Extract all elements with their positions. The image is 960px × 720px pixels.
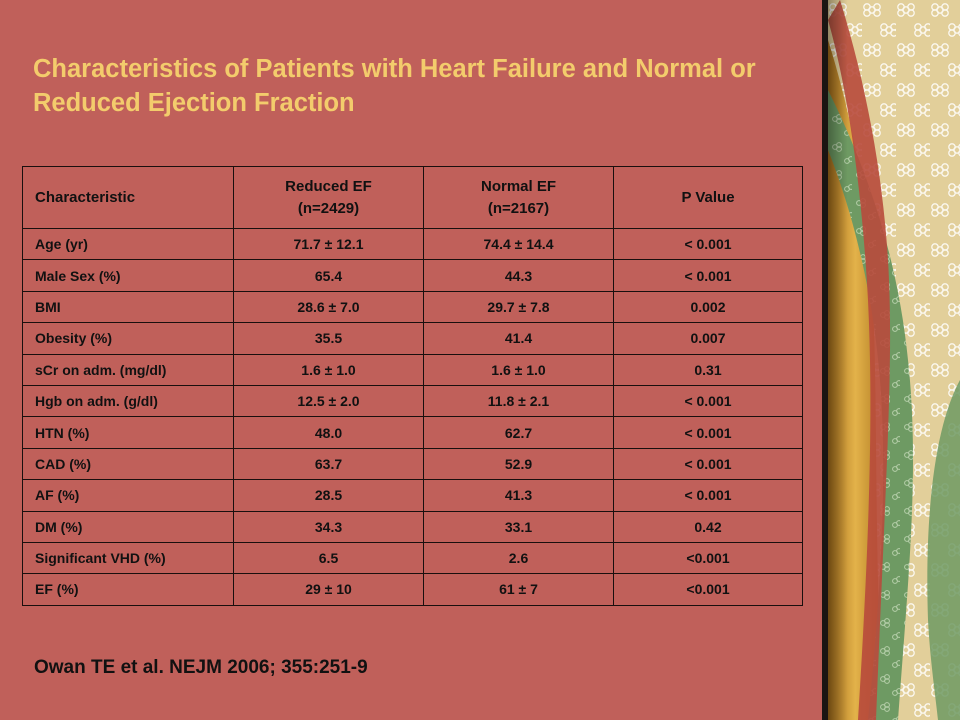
cell-reduced-ef: 65.4 xyxy=(233,259,424,292)
table-row: Obesity (%) 35.5 41.4 0.007 xyxy=(22,322,803,355)
cell-p-value: 0.42 xyxy=(613,510,803,543)
cell-reduced-ef: 12.5 ± 2.0 xyxy=(233,384,424,418)
table-row: HTN (%) 48.0 62.7 < 0.001 xyxy=(22,416,803,449)
cell-p-value: <0.001 xyxy=(613,573,803,606)
cell-reduced-ef: 63.7 xyxy=(233,447,424,481)
cell-reduced-ef: 1.6 ± 1.0 xyxy=(233,353,424,386)
cell-reduced-ef: 34.3 xyxy=(233,510,424,543)
cell-reduced-ef: 71.7 ± 12.1 xyxy=(233,227,424,261)
cell-normal-ef: 41.4 xyxy=(423,322,614,355)
characteristics-table: Characteristic Reduced EF (n=2429) Norma… xyxy=(22,166,803,606)
table-row: Age (yr) 71.7 ± 12.1 74.4 ± 14.4 < 0.001 xyxy=(22,227,803,261)
cell-p-value: < 0.001 xyxy=(613,416,803,449)
table-row: AF (%) 28.5 41.3 < 0.001 xyxy=(22,479,803,512)
cell-normal-ef: 41.3 xyxy=(423,479,614,512)
cell-p-value: 0.007 xyxy=(613,322,803,355)
cell-normal-ef: 61 ± 7 xyxy=(423,573,614,606)
table-row: EF (%) 29 ± 10 61 ± 7 <0.001 xyxy=(22,573,803,606)
cell-characteristic: Hgb on adm. (g/dl) xyxy=(22,384,234,418)
cell-normal-ef: 33.1 xyxy=(423,510,614,543)
header-normal-ef: Normal EF (n=2167) xyxy=(423,166,614,229)
slide-content-area: Characteristics of Patients with Heart F… xyxy=(22,55,803,678)
cell-normal-ef: 11.8 ± 2.1 xyxy=(423,384,614,418)
cell-p-value: < 0.001 xyxy=(613,384,803,418)
table-row: sCr on adm. (mg/dl) 1.6 ± 1.0 1.6 ± 1.0 0.3… xyxy=(22,353,803,386)
cell-reduced-ef: 28.6 ± 7.0 xyxy=(233,290,424,324)
cell-normal-ef: 29.7 ± 7.8 xyxy=(423,290,614,324)
cell-p-value: < 0.001 xyxy=(613,479,803,512)
cell-reduced-ef: 6.5 xyxy=(233,541,424,575)
cell-characteristic: BMI xyxy=(22,290,234,324)
cell-characteristic: sCr on adm. (mg/dl) xyxy=(22,353,234,386)
cell-characteristic: DM (%) xyxy=(22,510,234,543)
decorative-floral-ribbon-graphic xyxy=(828,0,960,720)
cell-characteristic: HTN (%) xyxy=(22,416,234,449)
cell-p-value: < 0.001 xyxy=(613,259,803,292)
cell-p-value: < 0.001 xyxy=(613,447,803,481)
table-row: Significant VHD (%) 6.5 2.6 <0.001 xyxy=(22,541,803,575)
header-p-value: P Value xyxy=(613,166,803,229)
cell-reduced-ef: 48.0 xyxy=(233,416,424,449)
cell-p-value: 0.31 xyxy=(613,353,803,386)
cell-characteristic: EF (%) xyxy=(22,573,234,606)
table-header-row: Characteristic Reduced EF (n=2429) Norma… xyxy=(22,166,803,229)
cell-normal-ef: 62.7 xyxy=(423,416,614,449)
decorative-edge-strip xyxy=(822,0,828,720)
cell-p-value: 0.002 xyxy=(613,290,803,324)
cell-characteristic: AF (%) xyxy=(22,479,234,512)
table-body: Age (yr) 71.7 ± 12.1 74.4 ± 14.4 < 0.001 Mal… xyxy=(22,227,803,606)
cell-normal-ef: 52.9 xyxy=(423,447,614,481)
cell-p-value: <0.001 xyxy=(613,541,803,575)
cell-reduced-ef: 29 ± 10 xyxy=(233,573,424,606)
table-row: Male Sex (%) 65.4 44.3 < 0.001 xyxy=(22,259,803,292)
cell-normal-ef: 1.6 ± 1.0 xyxy=(423,353,614,386)
cell-normal-ef: 74.4 ± 14.4 xyxy=(423,227,614,261)
header-reduced-ef: Reduced EF (n=2429) xyxy=(233,166,424,229)
cell-reduced-ef: 35.5 xyxy=(233,322,424,355)
cell-normal-ef: 2.6 xyxy=(423,541,614,575)
cell-characteristic: Age (yr) xyxy=(22,227,234,261)
table-row: Hgb on adm. (g/dl) 12.5 ± 2.0 11.8 ± 2.1 < … xyxy=(22,384,803,418)
cell-p-value: < 0.001 xyxy=(613,227,803,261)
cell-reduced-ef: 28.5 xyxy=(233,479,424,512)
cell-characteristic: Male Sex (%) xyxy=(22,259,234,292)
header-characteristic: Characteristic xyxy=(22,166,234,229)
table-row: BMI 28.6 ± 7.0 29.7 ± 7.8 0.002 xyxy=(22,290,803,324)
slide-title: Characteristics of Patients with Heart F… xyxy=(33,55,756,117)
table-row: DM (%) 34.3 33.1 0.42 xyxy=(22,510,803,543)
characteristics-table-container: Characteristic Reduced EF (n=2429) Norma… xyxy=(22,166,803,606)
cell-normal-ef: 44.3 xyxy=(423,259,614,292)
cell-characteristic: Significant VHD (%) xyxy=(22,541,234,575)
cell-characteristic: CAD (%) xyxy=(22,447,234,481)
decorative-side-panel xyxy=(828,0,960,720)
cell-characteristic: Obesity (%) xyxy=(22,322,234,355)
table-row: CAD (%) 63.7 52.9 < 0.001 xyxy=(22,447,803,481)
citation: Owan TE et al. NEJM 2006; 355:251-9 xyxy=(34,657,368,678)
